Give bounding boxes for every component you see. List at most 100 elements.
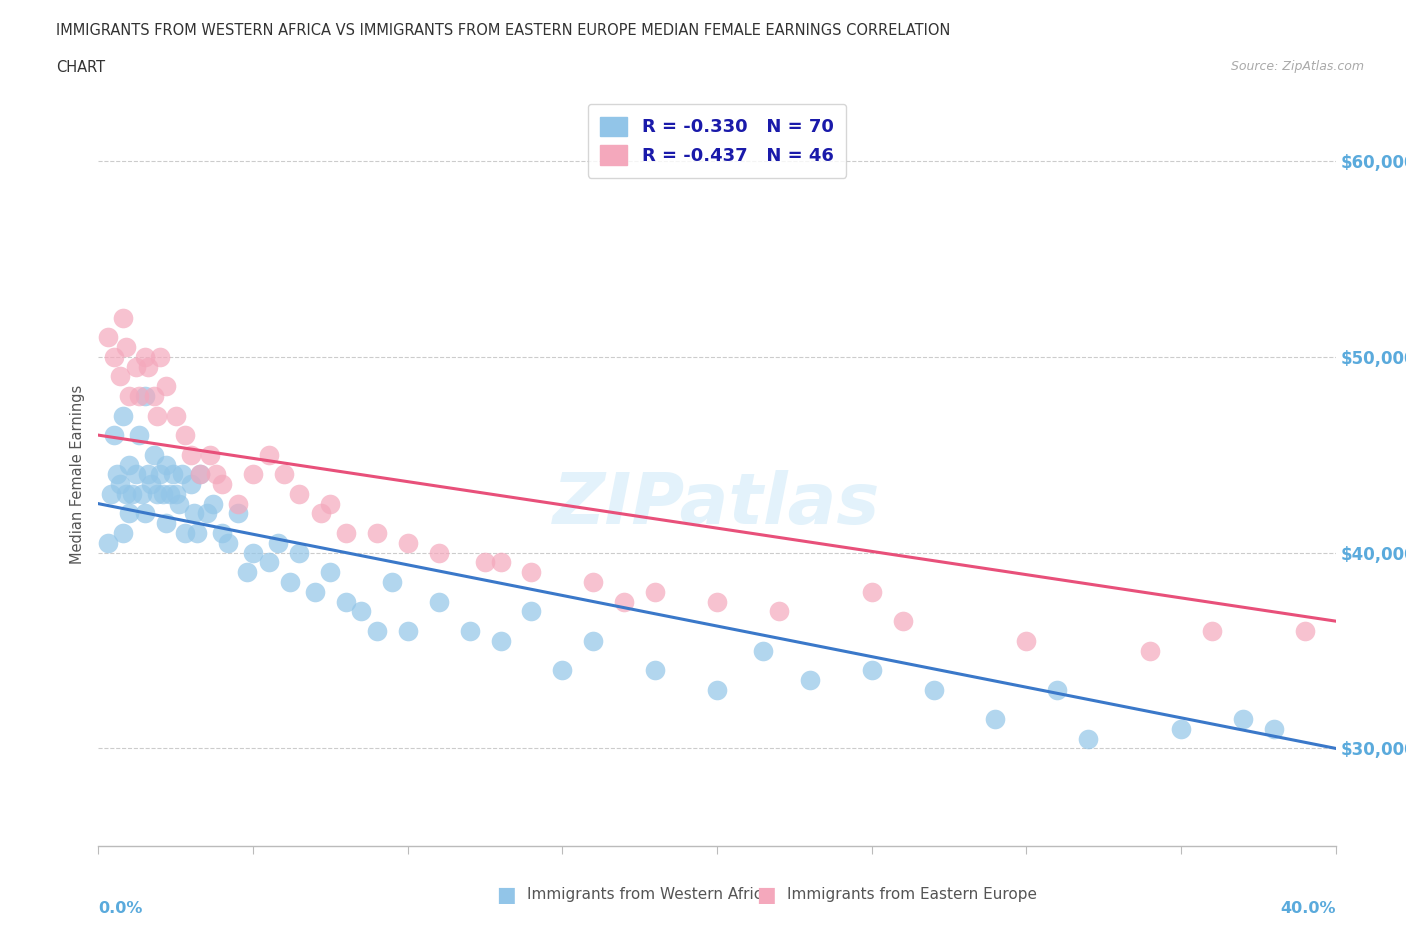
Point [489,633,512,648]
Point [124,359,146,374]
Point [799,672,821,687]
Point [195,506,218,521]
Point [242,467,264,482]
Text: ■: ■ [496,884,516,905]
Point [198,447,221,462]
Point [115,486,138,501]
Point [427,594,450,609]
Text: IMMIGRANTS FROM WESTERN AFRICA VS IMMIGRANTS FROM EASTERN EUROPE MEDIAN FEMALE E: IMMIGRANTS FROM WESTERN AFRICA VS IMMIGR… [56,23,950,38]
Text: Immigrants from Eastern Europe: Immigrants from Eastern Europe [787,887,1038,902]
Point [860,663,883,678]
Point [143,389,166,404]
Point [180,447,202,462]
Point [134,389,156,404]
Point [155,379,177,393]
Point [162,467,184,482]
Point [118,389,141,404]
Point [1201,623,1223,638]
Point [335,594,357,609]
Point [112,408,135,423]
Point [582,633,605,648]
Point [706,683,728,698]
Point [103,350,125,365]
Point [891,614,914,629]
Point [149,350,172,365]
Point [257,447,280,462]
Point [922,683,945,698]
Point [139,477,162,492]
Point [309,506,332,521]
Point [288,486,311,501]
Point [128,428,150,443]
Point [134,350,156,365]
Point [381,575,404,590]
Point [146,486,169,501]
Point [257,555,280,570]
Point [288,545,311,560]
Point [149,467,172,482]
Point [118,506,141,521]
Point [174,428,197,443]
Point [242,545,264,560]
Point [551,663,574,678]
Point [396,536,419,551]
Point [366,525,388,540]
Point [159,486,181,501]
Point [1294,623,1316,638]
Point [273,467,295,482]
Point [124,467,146,482]
Point [118,457,141,472]
Point [143,447,166,462]
Point [427,545,450,560]
Point [170,467,193,482]
Point [190,467,212,482]
Legend: R = -0.330   N = 70, R = -0.437   N = 46: R = -0.330 N = 70, R = -0.437 N = 46 [588,104,846,178]
Point [136,467,159,482]
Point [134,506,156,521]
Point [474,555,496,570]
Text: Immigrants from Western Africa: Immigrants from Western Africa [527,887,772,902]
Point [155,516,177,531]
Point [105,467,128,482]
Point [644,584,666,599]
Point [205,467,228,482]
Text: 0.0%: 0.0% [98,901,143,916]
Point [152,486,174,501]
Point [180,477,202,492]
Point [278,575,301,590]
Point [1263,722,1285,737]
Point [108,477,131,492]
Point [366,623,388,638]
Point [1046,683,1069,698]
Point [121,486,143,501]
Point [613,594,636,609]
Point [103,428,125,443]
Point [155,457,177,472]
Point [97,330,120,345]
Point [211,525,233,540]
Text: 40.0%: 40.0% [1281,901,1336,916]
Point [146,408,169,423]
Point [489,555,512,570]
Point [201,497,224,512]
Point [165,408,187,423]
Text: ■: ■ [756,884,776,905]
Point [752,643,775,658]
Point [1139,643,1161,658]
Point [267,536,290,551]
Point [350,604,373,618]
Point [190,467,212,482]
Point [128,389,150,404]
Text: CHART: CHART [56,60,105,75]
Point [97,536,120,551]
Y-axis label: Median Female Earnings: Median Female Earnings [70,385,86,564]
Point [768,604,790,618]
Point [396,623,419,638]
Point [112,525,135,540]
Text: ZIPatlas: ZIPatlas [554,470,880,538]
Point [520,604,543,618]
Point [319,497,342,512]
Point [458,623,481,638]
Point [112,311,135,325]
Point [167,497,190,512]
